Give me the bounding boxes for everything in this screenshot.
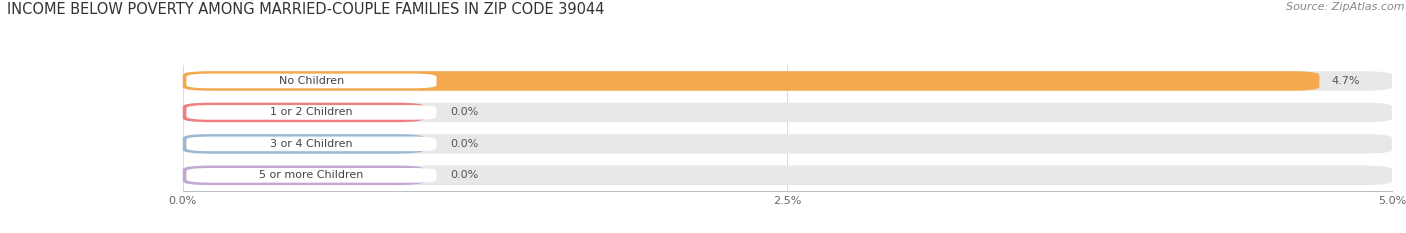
FancyBboxPatch shape — [183, 71, 1319, 91]
FancyBboxPatch shape — [187, 74, 436, 88]
FancyBboxPatch shape — [183, 166, 425, 185]
Text: Source: ZipAtlas.com: Source: ZipAtlas.com — [1286, 2, 1405, 12]
FancyBboxPatch shape — [183, 166, 1392, 185]
FancyBboxPatch shape — [187, 137, 436, 151]
FancyBboxPatch shape — [187, 105, 436, 120]
FancyBboxPatch shape — [183, 134, 425, 154]
FancyBboxPatch shape — [183, 71, 1392, 91]
Text: INCOME BELOW POVERTY AMONG MARRIED-COUPLE FAMILIES IN ZIP CODE 39044: INCOME BELOW POVERTY AMONG MARRIED-COUPL… — [7, 2, 605, 17]
FancyBboxPatch shape — [183, 103, 1392, 122]
Text: 4.7%: 4.7% — [1331, 76, 1360, 86]
Text: No Children: No Children — [278, 76, 344, 86]
Text: 5 or more Children: 5 or more Children — [259, 170, 364, 180]
Text: 0.0%: 0.0% — [450, 107, 478, 117]
Text: 1 or 2 Children: 1 or 2 Children — [270, 107, 353, 117]
FancyBboxPatch shape — [183, 134, 1392, 154]
Text: 0.0%: 0.0% — [450, 139, 478, 149]
Text: 0.0%: 0.0% — [450, 170, 478, 180]
Text: 3 or 4 Children: 3 or 4 Children — [270, 139, 353, 149]
FancyBboxPatch shape — [183, 103, 425, 122]
FancyBboxPatch shape — [187, 168, 436, 183]
